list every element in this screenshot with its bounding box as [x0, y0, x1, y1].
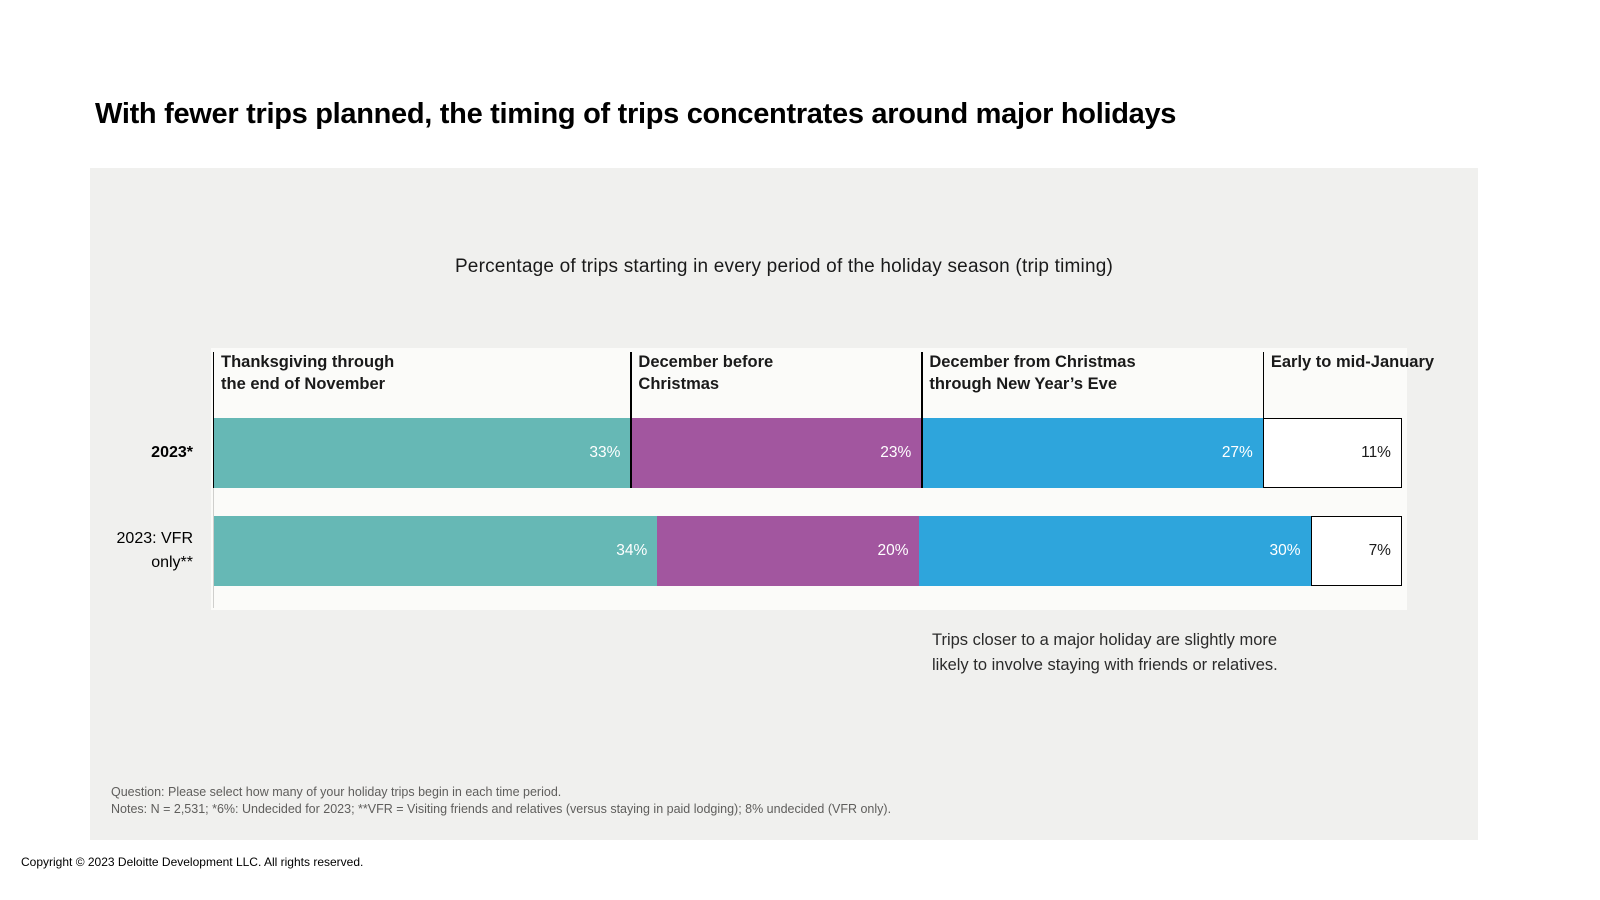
- column-tick-line: [213, 352, 215, 488]
- bar-segment: 11%: [1262, 418, 1402, 488]
- bar-segment: 23%: [630, 418, 922, 488]
- row-label: 2023: VFR only**: [116, 530, 193, 571]
- axis-line: [213, 488, 215, 608]
- chart-subtitle: Percentage of trips starting in every pe…: [454, 256, 1114, 277]
- page-title: With fewer trips planned, the timing of …: [95, 98, 1177, 130]
- chart-annotation: Trips closer to a major holiday are slig…: [932, 631, 1278, 674]
- bar-segment: 20%: [657, 516, 919, 586]
- bar-segment: 30%: [918, 516, 1311, 586]
- footnote-notes: Notes: N = 2,531; *6%: Undecided for 202…: [111, 802, 892, 816]
- bar-row: 34% 20% 30% 7%: [213, 516, 1402, 586]
- footnote-question: Question: Please select how many of your…: [111, 785, 562, 799]
- chart-panel: Percentage of trips starting in every pe…: [90, 168, 1478, 840]
- bar-segment: 34%: [213, 516, 658, 586]
- row-label: 2023*: [151, 444, 193, 461]
- column-header: Early to mid-January: [1270, 353, 1435, 371]
- copyright-text: Copyright © 2023 Deloitte Development LL…: [21, 855, 364, 869]
- column-header: December before Christmas: [638, 353, 774, 393]
- bar-segment: 27%: [921, 418, 1263, 488]
- bar-segment: 33%: [213, 418, 631, 488]
- column-header: Thanksgiving through the end of November: [221, 353, 395, 393]
- bar-row: 33% 23% 27% 11%: [213, 418, 1402, 488]
- column-tick-line: [921, 352, 923, 488]
- column-tick-line: [630, 352, 632, 488]
- bar-segment: 7%: [1310, 516, 1402, 586]
- column-tick-line: [1262, 352, 1265, 488]
- column-header: December from Christmas through New Year…: [929, 353, 1136, 393]
